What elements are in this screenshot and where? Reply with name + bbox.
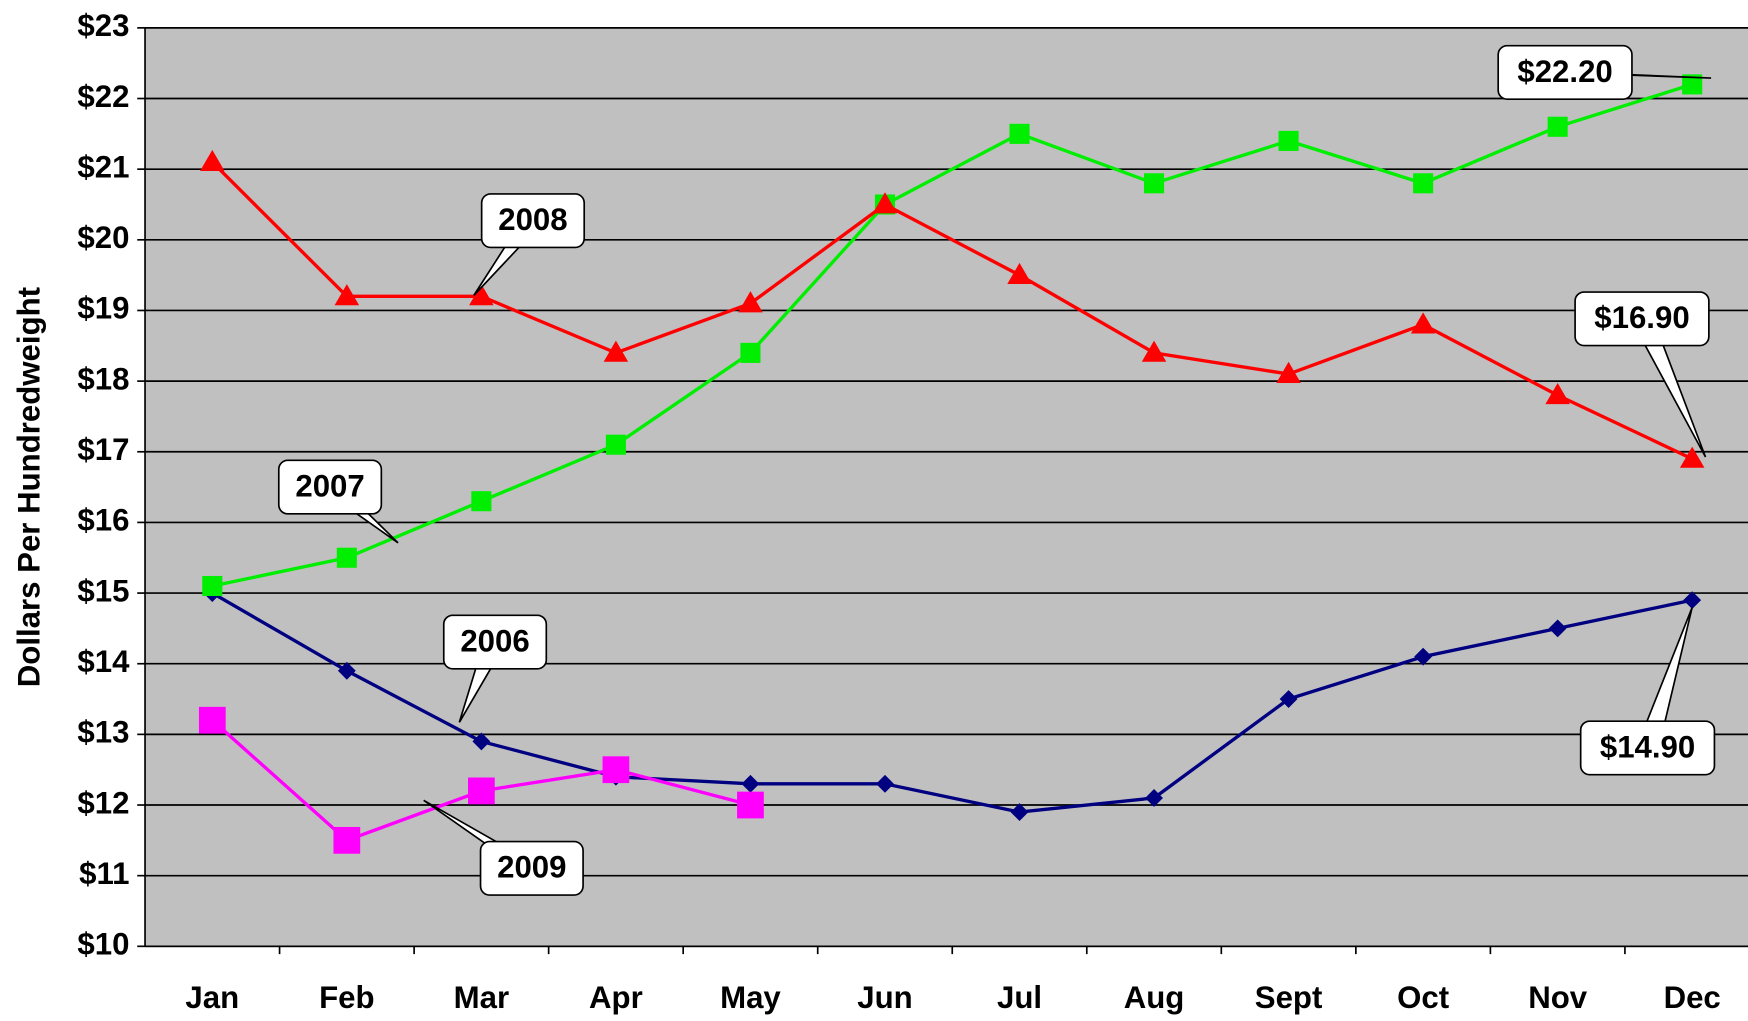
marker bbox=[603, 340, 629, 362]
callout-label: $22.20 bbox=[1517, 54, 1612, 89]
marker bbox=[1276, 361, 1301, 383]
callout-label: 2007 bbox=[295, 468, 364, 503]
marker bbox=[872, 192, 898, 214]
marker bbox=[333, 826, 361, 854]
series-line bbox=[211, 591, 1693, 814]
callout-box bbox=[1497, 44, 1633, 101]
x-tick-label: Dec bbox=[1664, 980, 1721, 1015]
x-tick-label: Sept bbox=[1255, 980, 1323, 1015]
marker bbox=[471, 491, 492, 512]
marker bbox=[334, 284, 360, 306]
callout-label: 2006 bbox=[460, 623, 529, 658]
marker bbox=[602, 756, 630, 784]
callout-box bbox=[442, 614, 548, 670]
series-line bbox=[211, 160, 1693, 461]
callout-box bbox=[1579, 720, 1716, 776]
y-tick-label: $19 bbox=[77, 291, 129, 326]
y-tick-label: $11 bbox=[79, 856, 129, 891]
x-tick-label: Jul bbox=[997, 980, 1042, 1015]
x-tick-label: Oct bbox=[1397, 980, 1449, 1015]
marker bbox=[1009, 123, 1030, 144]
marker bbox=[472, 732, 491, 751]
marker bbox=[198, 706, 226, 734]
callout-label: 2008 bbox=[498, 202, 567, 237]
marker bbox=[1144, 173, 1165, 194]
callout-label: $16.90 bbox=[1594, 300, 1689, 335]
x-tick-label: Aug bbox=[1124, 980, 1185, 1015]
marker bbox=[1010, 803, 1029, 822]
y-tick-label: $22 bbox=[77, 79, 129, 114]
y-tick-label: $16 bbox=[77, 503, 129, 538]
marker bbox=[337, 661, 356, 680]
y-tick-label: $21 bbox=[77, 149, 129, 184]
marker bbox=[1547, 116, 1568, 137]
marker bbox=[1683, 591, 1702, 610]
marker bbox=[336, 547, 357, 568]
plot-area bbox=[145, 27, 1748, 947]
marker bbox=[1141, 340, 1167, 362]
y-axis-title: Dollars Per Hundredweight bbox=[12, 287, 47, 687]
y-tick-label: $15 bbox=[77, 573, 129, 608]
marker bbox=[1413, 173, 1434, 194]
marker bbox=[467, 777, 495, 805]
marker bbox=[1682, 74, 1703, 95]
x-tick-label: Nov bbox=[1528, 980, 1588, 1015]
x-tick-label: May bbox=[720, 980, 781, 1015]
y-tick-label: $18 bbox=[77, 361, 129, 396]
marker bbox=[1410, 312, 1436, 334]
x-tick-label: Feb bbox=[319, 980, 374, 1015]
callout-box bbox=[1574, 291, 1710, 347]
y-tick-label: $10 bbox=[77, 927, 129, 962]
marker bbox=[605, 434, 626, 455]
callout-label: 2009 bbox=[497, 850, 566, 885]
x-tick-label: Jan bbox=[185, 980, 239, 1015]
marker bbox=[740, 342, 761, 363]
x-tick-label: Jun bbox=[857, 980, 912, 1015]
y-tick-label: $14 bbox=[77, 644, 130, 679]
marker bbox=[1545, 382, 1570, 405]
marker bbox=[1007, 262, 1032, 285]
y-tick-label: $17 bbox=[77, 432, 129, 467]
marker bbox=[1278, 130, 1299, 151]
marker bbox=[469, 284, 494, 306]
series-line bbox=[211, 82, 1693, 588]
marker bbox=[737, 791, 764, 819]
marker bbox=[200, 149, 225, 172]
marker bbox=[202, 575, 223, 597]
y-tick-label: $13 bbox=[77, 715, 129, 750]
marker bbox=[1145, 789, 1163, 807]
callout-box bbox=[277, 459, 383, 515]
marker bbox=[738, 291, 763, 313]
callout-box bbox=[479, 840, 584, 896]
callout-label: $14.90 bbox=[1600, 729, 1695, 764]
y-tick-label: $12 bbox=[77, 785, 129, 820]
marker bbox=[1279, 690, 1298, 708]
y-tick-label: $23 bbox=[77, 8, 129, 43]
callout-box bbox=[480, 193, 586, 249]
marker bbox=[1679, 446, 1705, 468]
x-tick-label: Apr bbox=[589, 980, 643, 1015]
x-tick-label: Mar bbox=[454, 980, 509, 1015]
y-tick-label: $20 bbox=[77, 220, 129, 255]
